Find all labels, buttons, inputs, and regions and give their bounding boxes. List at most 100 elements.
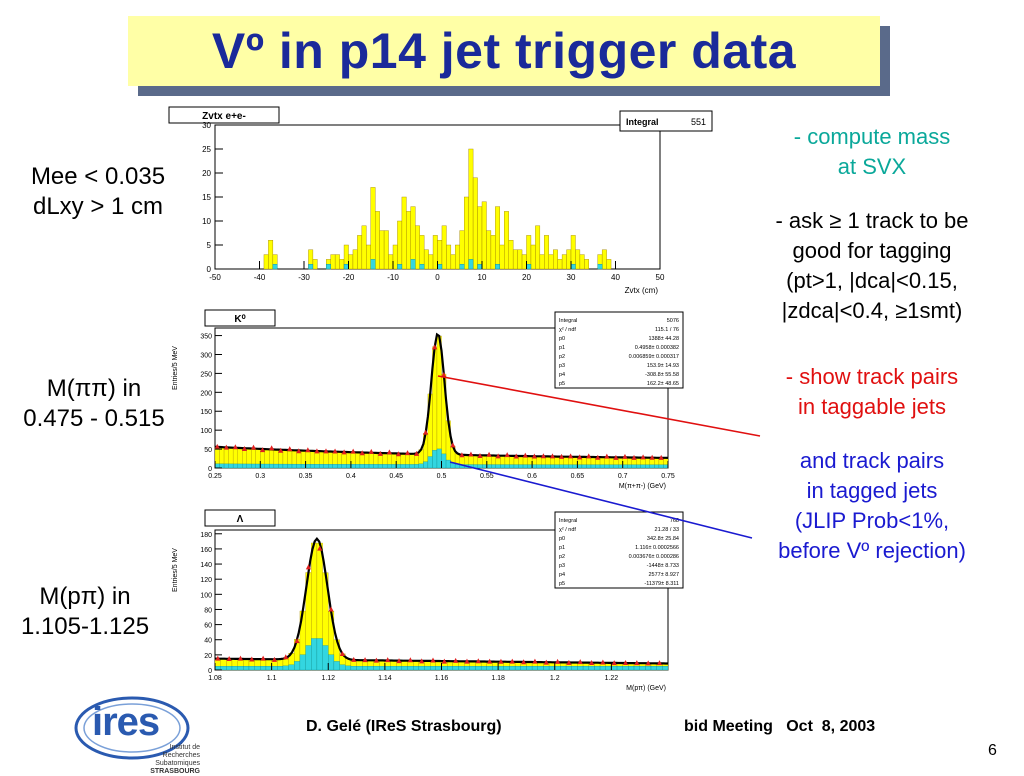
- bin-tagged: [581, 464, 587, 469]
- bin-all: [548, 254, 554, 270]
- bin-tagged: [543, 666, 550, 671]
- panel2-mass-window: M(ππ) in 0.475 - 0.515: [4, 374, 184, 434]
- data-point: [377, 450, 383, 456]
- bin-tagged: [500, 464, 506, 469]
- fit-param-value: -11379± 8.311: [644, 581, 679, 587]
- bin-all: [521, 254, 527, 270]
- data-point: [640, 454, 646, 460]
- bin-all: [370, 187, 376, 270]
- data-point: [250, 444, 257, 450]
- bin-tagged: [223, 463, 229, 469]
- logo-subtitle: Institut de Recherches Subatomiques STRA…: [122, 744, 200, 776]
- y-axis-label: Entries/5 MeV: [172, 346, 179, 390]
- bin-tagged: [413, 666, 419, 671]
- bin-tagged: [577, 464, 583, 469]
- note-ask-line1: - ask ≥ 1 track to be: [775, 208, 969, 233]
- bin-tagged: [570, 263, 576, 270]
- bin-tagged: [513, 464, 519, 469]
- data-point: [464, 658, 470, 664]
- y-tick-label: 25: [202, 145, 211, 154]
- data-point: [459, 452, 465, 458]
- data-point: [441, 658, 447, 664]
- fit-param-value: 0.003676± 0.000286: [629, 554, 679, 560]
- data-point: [296, 448, 302, 454]
- lambda-mass-histogram: Λ Entries/5 MeV 0 20 40 60 80 100 120 140 160 180 1.…: [165, 508, 685, 698]
- fit-param-value: -1448± 8.733: [647, 563, 679, 569]
- note-ask-line3: (pt>1, |dca|<0.15,: [786, 268, 958, 293]
- bin-tagged: [473, 464, 478, 469]
- data-point: [498, 658, 504, 664]
- bin-tagged: [531, 666, 538, 671]
- bin-tagged: [300, 464, 306, 469]
- bin-tagged: [427, 456, 433, 469]
- bin-all: [348, 254, 354, 270]
- bin-tagged: [282, 463, 288, 469]
- bin-tagged: [405, 464, 410, 469]
- bin-tagged: [343, 263, 349, 270]
- bin-tagged: [373, 666, 380, 671]
- footer-meeting: bid Meeting Oct 8, 2003: [684, 718, 876, 735]
- panel1-cuts: Mee < 0.035 dLxy > 1 cm: [8, 162, 188, 222]
- bin-all: [495, 206, 501, 270]
- stats-label: Integral: [626, 117, 659, 127]
- note-compute-line1: - compute mass: [793, 124, 951, 149]
- panel3-mass-label: M(pπ) in: [39, 583, 131, 610]
- bin-tagged: [531, 464, 537, 469]
- fit-param-value: 2577± 8.927: [648, 572, 679, 578]
- bin-tagged: [468, 259, 474, 270]
- bin-tagged: [568, 464, 574, 469]
- bin-all: [263, 254, 269, 270]
- x-tick-label: 1.12: [321, 675, 335, 682]
- x-tick-label: 0.25: [208, 473, 222, 480]
- x-tick-label: -30: [298, 273, 310, 282]
- data-point: [558, 453, 565, 459]
- bin-all: [459, 230, 465, 270]
- bin-all: [535, 225, 541, 270]
- bin-all: [415, 225, 420, 270]
- fit-param-value: 768: [670, 518, 679, 524]
- bin-tagged: [277, 666, 284, 671]
- data-point: [509, 658, 515, 664]
- bin-all: [455, 244, 460, 270]
- bin-tagged: [645, 464, 651, 469]
- bin-tagged: [370, 259, 376, 270]
- bin-tagged: [482, 464, 487, 469]
- slide-title: Vº in p14 jet trigger data: [211, 23, 797, 79]
- bin-all: [584, 259, 590, 270]
- bin-tagged: [633, 666, 640, 671]
- x-tick-label: 20: [522, 273, 531, 282]
- bin-tagged: [316, 638, 323, 671]
- x-tick-label: 0.5: [437, 473, 447, 480]
- y-tick-label: 0: [208, 466, 212, 473]
- bin-tagged: [571, 666, 578, 671]
- bin-tagged: [254, 666, 261, 671]
- bin-tagged: [226, 666, 233, 671]
- panel2-mass-label: M(ππ) in: [46, 375, 142, 402]
- data-point: [328, 606, 334, 612]
- bin-tagged: [559, 464, 564, 469]
- bin-tagged: [430, 666, 436, 671]
- bin-tagged: [548, 666, 555, 671]
- data-point: [305, 564, 312, 570]
- zvtx-histogram: Zvtx e+e- Integral 551 0 5 10 15 20 25 30 -50 -40 -3…: [165, 103, 720, 295]
- fit-param-name: p2: [559, 554, 565, 560]
- data-point: [611, 660, 617, 666]
- bin-tagged: [255, 463, 261, 469]
- bin-all: [432, 235, 438, 270]
- bin-tagged: [386, 464, 392, 469]
- bin-all: [601, 249, 607, 270]
- data-point: [531, 453, 537, 459]
- panel3-mass-window: M(pπ) in 1.105-1.125: [0, 582, 170, 642]
- y-tick-label: 300: [200, 352, 212, 359]
- bin-tagged: [639, 666, 646, 671]
- data-point: [396, 658, 402, 664]
- bin-tagged: [407, 666, 414, 671]
- bin-tagged: [391, 464, 397, 469]
- bin-tagged: [308, 263, 314, 270]
- data-point: [649, 454, 655, 460]
- bin-tagged: [618, 464, 623, 469]
- data-point: [588, 660, 595, 666]
- bin-tagged: [459, 464, 465, 469]
- data-point: [495, 453, 501, 459]
- x-tick-label: 0.4: [346, 473, 356, 480]
